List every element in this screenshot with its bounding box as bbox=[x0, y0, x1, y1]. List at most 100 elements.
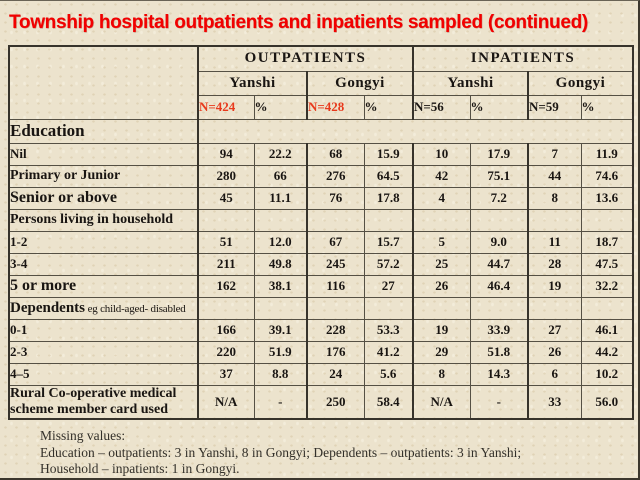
value-cell: 162 bbox=[197, 274, 255, 298]
value-cell: 44.7 bbox=[469, 252, 529, 276]
empty-cell bbox=[469, 208, 529, 232]
value-cell: 9.0 bbox=[469, 230, 529, 254]
value-cell: 24 bbox=[306, 362, 365, 386]
empty-cell bbox=[306, 208, 365, 232]
value-cell: 32.2 bbox=[580, 274, 634, 298]
value-cell: 17.8 bbox=[363, 186, 414, 210]
value-cell: 47.5 bbox=[580, 252, 634, 276]
row-label-text: Primary or Junior bbox=[10, 168, 121, 183]
value-cell: 58.4 bbox=[363, 384, 414, 420]
row-label-text: Nil bbox=[10, 146, 27, 161]
n-header-cell: % bbox=[253, 94, 308, 120]
value-cell: 42 bbox=[412, 164, 471, 188]
value-cell: 39.1 bbox=[253, 318, 308, 342]
table-row: 4–5 37 8.8 24 5.6 8 14.3 6 10.2 bbox=[8, 362, 634, 386]
n-header-row: N=424% N=428% N=56% N=59% bbox=[9, 94, 634, 120]
value-cell: 56.0 bbox=[580, 384, 634, 420]
value-cell: 29 bbox=[412, 340, 471, 364]
value-cell: 22.2 bbox=[253, 142, 308, 166]
row-label: Education bbox=[8, 118, 199, 144]
value-cell: 220 bbox=[197, 340, 255, 364]
empty-cell bbox=[469, 296, 529, 320]
row-label-text: Education bbox=[10, 121, 85, 140]
row-label-text: 0-1 bbox=[10, 322, 28, 337]
empty-cell bbox=[527, 208, 582, 232]
value-cell: 6 bbox=[527, 362, 582, 386]
value-cell: 211 bbox=[197, 252, 255, 276]
value-cell: 11.1 bbox=[253, 186, 308, 210]
value-cell: 27 bbox=[527, 318, 582, 342]
n-header-cell: % bbox=[580, 94, 634, 120]
value-cell: 8 bbox=[412, 362, 471, 386]
empty-cell bbox=[363, 208, 414, 232]
value-cell: 8.8 bbox=[253, 362, 308, 386]
value-cell: 51.9 bbox=[253, 340, 308, 364]
table-row: 0-1 166 39.1 228 53.3 19 33.9 27 46.1 bbox=[8, 318, 634, 342]
value-cell: 75.1 bbox=[469, 164, 529, 188]
value-cell: 57.2 bbox=[363, 252, 414, 276]
value-cell: 5.6 bbox=[363, 362, 414, 386]
value-cell: 15.7 bbox=[363, 230, 414, 254]
row-label: Senior or above bbox=[8, 186, 199, 210]
value-cell: 26 bbox=[412, 274, 471, 298]
row-label: 4–5 bbox=[8, 362, 199, 386]
empty-cell bbox=[253, 296, 308, 320]
value-cell: 51.8 bbox=[469, 340, 529, 364]
table-row: 1-2 51 12.0 67 15.7 5 9.0 11 18.7 bbox=[8, 230, 634, 254]
row-label-text: 2-3 bbox=[10, 344, 28, 359]
value-cell: 67 bbox=[306, 230, 365, 254]
value-cell: 18.7 bbox=[580, 230, 634, 254]
value-cell: 33 bbox=[527, 384, 582, 420]
value-cell: 7.2 bbox=[469, 186, 529, 210]
table-row: Education bbox=[8, 118, 634, 144]
value-cell: 27 bbox=[363, 274, 414, 298]
value-cell: 38.1 bbox=[253, 274, 308, 298]
footnote-line: Household – inpatients: 1 in Gongyi. bbox=[40, 461, 240, 476]
value-cell: 41.2 bbox=[363, 340, 414, 364]
row-label-suffix: eg child-aged- disabled bbox=[85, 302, 186, 315]
n-header-cell: % bbox=[363, 94, 414, 120]
table-row: 5 or more 162 38.1 116 27 26 46.4 19 32.2 bbox=[8, 274, 634, 298]
value-cell: 13.6 bbox=[580, 186, 634, 210]
value-cell: 33.9 bbox=[469, 318, 529, 342]
footnote-line: Education – outpatients: 3 in Yanshi, 8 … bbox=[40, 444, 522, 460]
row-label-text: 4–5 bbox=[10, 366, 30, 381]
value-cell: 228 bbox=[306, 318, 365, 342]
value-cell: 5 bbox=[412, 230, 471, 254]
row-label: 2-3 bbox=[8, 340, 199, 364]
footnote-line: Missing values: bbox=[40, 428, 126, 443]
value-cell: 37 bbox=[197, 362, 255, 386]
value-cell: - bbox=[469, 384, 529, 420]
empty-cell bbox=[363, 296, 414, 320]
n-header-cell: N=56 bbox=[412, 94, 471, 120]
value-cell: 51 bbox=[197, 230, 255, 254]
empty-cell bbox=[580, 296, 634, 320]
value-cell: 116 bbox=[306, 274, 365, 298]
value-cell: 11 bbox=[527, 230, 582, 254]
row-label-text: Senior or above bbox=[10, 189, 117, 206]
empty-cell bbox=[197, 208, 255, 232]
row-label-text: 1-2 bbox=[10, 234, 28, 249]
empty-cell bbox=[306, 296, 365, 320]
row-label: Primary or Junior bbox=[8, 164, 199, 188]
row-label-text: Persons living in household bbox=[10, 212, 173, 227]
n-header-cell: N=424 bbox=[197, 94, 255, 120]
value-cell: 46.4 bbox=[469, 274, 529, 298]
value-cell: 74.6 bbox=[580, 164, 634, 188]
row-label-text: 5 or more bbox=[10, 277, 77, 294]
value-cell: 19 bbox=[527, 274, 582, 298]
row-label-text: 3-4 bbox=[10, 256, 28, 271]
empty-cell bbox=[196, 118, 634, 144]
value-cell: 53.3 bbox=[363, 318, 414, 342]
empty-cell bbox=[580, 208, 634, 232]
inpatients-header: INPATIENTS bbox=[411, 45, 634, 72]
value-cell: 14.3 bbox=[469, 362, 529, 386]
table-row: 3-4 211 49.8 245 57.2 25 44.7 28 47.5 bbox=[8, 252, 634, 276]
value-cell: 176 bbox=[306, 340, 365, 364]
row-label: 1-2 bbox=[8, 230, 199, 254]
inpatients-gongyi-header: Gongyi bbox=[526, 70, 634, 96]
empty-cell bbox=[527, 296, 582, 320]
value-cell: 44.2 bbox=[580, 340, 634, 364]
row-label: 5 or more bbox=[8, 274, 199, 298]
value-cell: 11.9 bbox=[580, 142, 634, 166]
